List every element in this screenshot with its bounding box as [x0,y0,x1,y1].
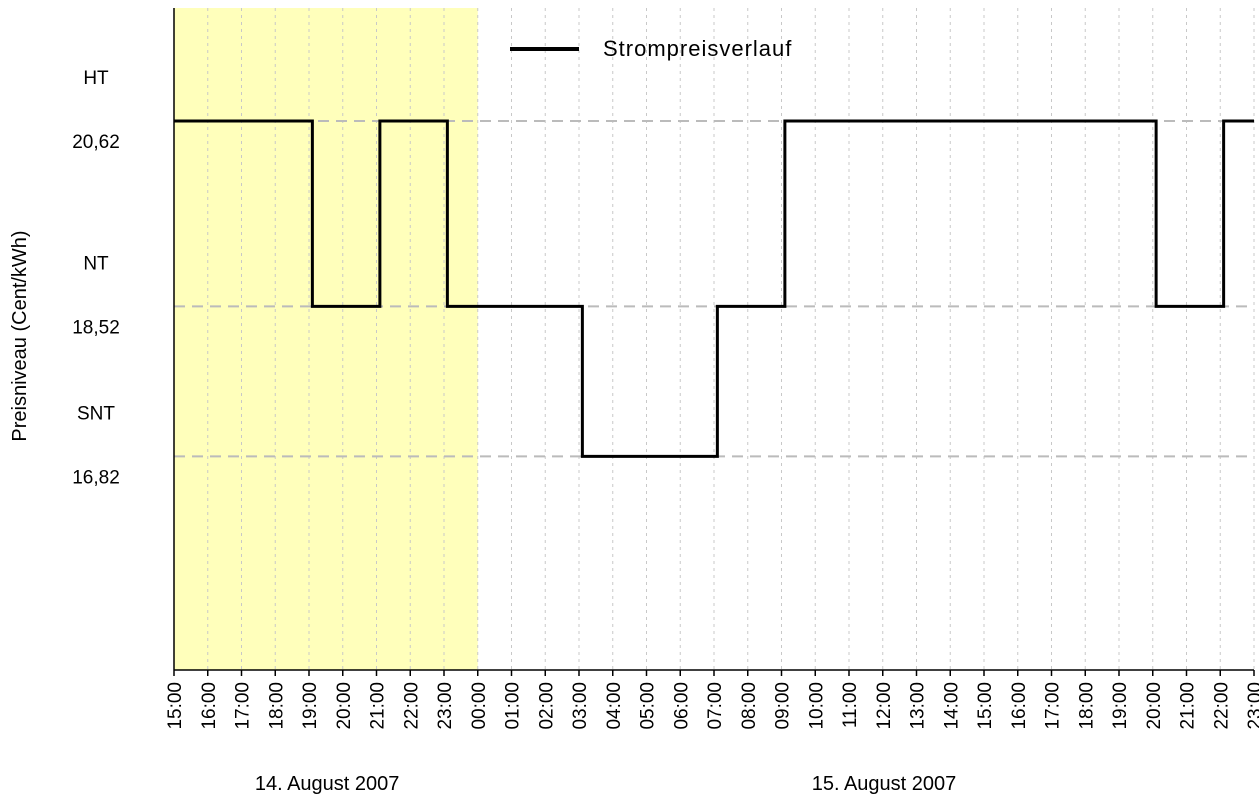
x-tick-label: 23:00 [1245,682,1259,730]
x-tick-label: 14:00 [941,682,962,730]
x-tick-label: 02:00 [536,682,557,730]
x-tick-label: 12:00 [874,682,895,730]
x-tick-label: 08:00 [739,682,760,730]
x-tick-label: 15:00 [975,682,996,730]
x-tick-label: 19:00 [1110,682,1131,730]
x-tick-label: 16:00 [199,682,220,730]
highlight-band [174,8,478,670]
level-name-ht: HT [83,68,109,89]
x-tick-label: 18:00 [266,682,287,730]
level-name-snt: SNT [77,403,115,424]
x-tick-label: 22:00 [401,682,422,730]
x-tick-label: 20:00 [1144,682,1165,730]
x-tick-label: 21:00 [368,682,389,730]
x-tick-label: 22:00 [1211,682,1232,730]
legend-label: Strompreisverlauf [603,36,792,61]
x-tick-label: 03:00 [570,682,591,730]
x-tick-label: 16:00 [1009,682,1030,730]
y-axis-title: Preisniveau (Cent/kWh) [9,230,31,441]
x-tick-label: 17:00 [233,682,254,730]
x-tick-label: 15:00 [165,682,186,730]
x-tick-label: 05:00 [638,682,659,730]
x-tick-label: 20:00 [334,682,355,730]
x-tick-label: 17:00 [1043,682,1064,730]
x-tick-label: 07:00 [705,682,726,730]
level-name-nt: NT [83,253,109,274]
x-tick-label: 10:00 [806,682,827,730]
x-tick-label: 01:00 [503,682,524,730]
level-value-snt: 16,82 [72,467,120,488]
x-tick-label: 06:00 [671,682,692,730]
x-tick-label: 00:00 [469,682,490,730]
x-tick-label: 21:00 [1178,682,1199,730]
x-tick-label: 04:00 [604,682,625,730]
level-value-nt: 18,52 [72,317,120,338]
x-tick-label: 18:00 [1076,682,1097,730]
series-line-strompreisverlauf [174,119,1254,458]
x-tick-label: 11:00 [840,682,861,728]
date-label: 15. August 2007 [812,773,957,795]
level-value-ht: 20,62 [72,132,120,153]
date-label: 14. August 2007 [255,773,400,795]
x-tick-label: 09:00 [773,682,794,730]
x-tick-label: 19:00 [300,682,321,730]
x-tick-label: 23:00 [435,682,456,730]
x-tick-label: 13:00 [908,682,929,730]
